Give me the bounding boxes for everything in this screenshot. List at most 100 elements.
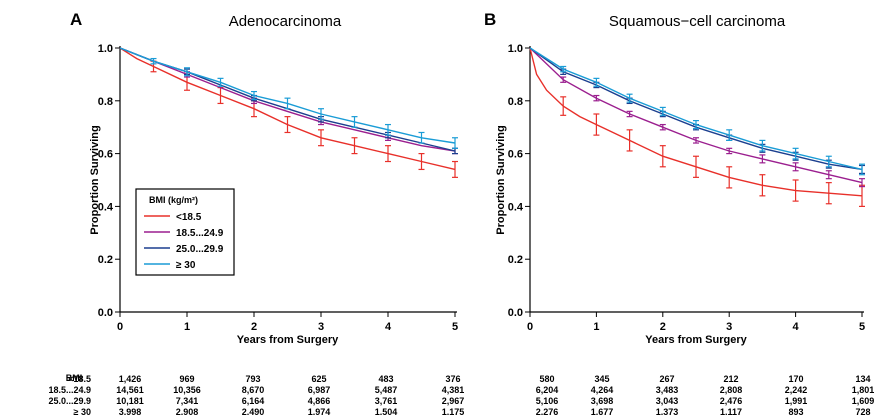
x-tick-label: 5 bbox=[859, 321, 865, 333]
x-tick-label: 0 bbox=[527, 321, 533, 333]
risk-table-cell: 3,043 bbox=[656, 396, 679, 406]
y-tick-label: 0.0 bbox=[508, 307, 523, 319]
risk-table-cell: 5,106 bbox=[536, 396, 559, 406]
risk-table-cell: 483 bbox=[378, 374, 393, 384]
legend-label: ≥ 30 bbox=[176, 260, 196, 271]
x-tick-label: 3 bbox=[726, 321, 732, 333]
panel-letter: B bbox=[484, 10, 496, 29]
risk-table-group-label: 25.0...29.9 bbox=[48, 396, 91, 406]
risk-table-cell: 3,483 bbox=[656, 385, 679, 395]
x-axis-label: Years from Surgery bbox=[645, 334, 747, 346]
risk-table-cell: 1,974 bbox=[308, 407, 331, 415]
chart-panel-a: A Adenocarcinoma 0.0 0.2 0.4 0.6 0.8 1.0 0 1 2 3 4 5 Y… bbox=[48, 10, 464, 415]
risk-table-cell: 728 bbox=[855, 407, 870, 415]
x-tick-label: 3 bbox=[318, 321, 324, 333]
risk-table-cell: 1,373 bbox=[656, 407, 679, 415]
legend: BMI (kg/m²) <18.5 18.5...24.9 25.0...29.9 ≥ … bbox=[135, 188, 235, 276]
legend-label: <18.5 bbox=[176, 212, 202, 223]
series-line-0 bbox=[119, 47, 456, 171]
x-tick-label: 2 bbox=[660, 321, 666, 333]
risk-table-cell: 8,670 bbox=[242, 385, 265, 395]
panel-letter: A bbox=[70, 10, 82, 29]
risk-table-cell: 3,698 bbox=[591, 396, 614, 406]
risk-table-cell: 212 bbox=[723, 374, 738, 384]
risk-table-cell: 1,117 bbox=[720, 407, 742, 415]
x-axis-label: Years from Surgery bbox=[237, 334, 339, 346]
risk-table-cell: 6,164 bbox=[242, 396, 265, 406]
y-axis-label: Proportion Surviving bbox=[495, 125, 507, 234]
risk-table-cell: 1,426 bbox=[119, 374, 142, 384]
risk-table-cell: 170 bbox=[788, 374, 803, 384]
risk-table-cell: 6,987 bbox=[308, 385, 331, 395]
x-tick-label: 2 bbox=[251, 321, 257, 333]
risk-table-cell: 3,761 bbox=[375, 396, 398, 406]
risk-table-header: BMI bbox=[66, 373, 83, 383]
risk-table-cell: 1,991 bbox=[785, 396, 808, 406]
risk-table-cell: 2,908 bbox=[176, 407, 199, 415]
risk-table-cell: 4,866 bbox=[308, 396, 331, 406]
risk-table-cell: 2,808 bbox=[720, 385, 743, 395]
y-tick-label: 0.2 bbox=[98, 254, 113, 266]
risk-table-cell: 2,476 bbox=[720, 396, 743, 406]
y-tick-label: 0.6 bbox=[98, 149, 113, 161]
series-line-0 bbox=[529, 47, 863, 197]
y-tick-label: 0.4 bbox=[98, 201, 114, 213]
risk-table-cell: 625 bbox=[311, 374, 326, 384]
legend-title: BMI (kg/m²) bbox=[149, 195, 198, 205]
y-axis-label: Proportion Surviving bbox=[89, 125, 101, 234]
y-tick-label: 1.0 bbox=[98, 43, 113, 55]
legend-label: 25.0...29.9 bbox=[176, 244, 224, 255]
risk-table-cell: 1,175 bbox=[442, 407, 465, 415]
x-tick-label: 1 bbox=[593, 321, 599, 333]
risk-table-group-label: <18.5 bbox=[68, 374, 91, 384]
x-tick-label: 4 bbox=[385, 321, 392, 333]
risk-table-cell: 1,504 bbox=[375, 407, 398, 415]
series-line-3 bbox=[529, 47, 863, 171]
y-tick-label: 0.6 bbox=[508, 149, 523, 161]
risk-table-cell: 2,967 bbox=[442, 396, 465, 406]
y-tick-label: 0.8 bbox=[98, 96, 113, 108]
risk-table-cell: 134 bbox=[855, 374, 870, 384]
risk-table-cell: 893 bbox=[788, 407, 803, 415]
risk-table-cell: 10,181 bbox=[116, 396, 144, 406]
y-tick-label: 0.4 bbox=[508, 201, 524, 213]
risk-table-group-label: ≥ 30 bbox=[74, 407, 91, 415]
series-line-1 bbox=[119, 47, 456, 152]
x-tick-label: 4 bbox=[793, 321, 800, 333]
chart-title: Adenocarcinoma bbox=[229, 13, 342, 30]
series-line-2 bbox=[529, 47, 863, 171]
risk-table-cell: 267 bbox=[659, 374, 674, 384]
risk-table-group-label: 18.5...24.9 bbox=[48, 385, 91, 395]
risk-table-cell: 7,341 bbox=[176, 396, 199, 406]
risk-table-cell: 580 bbox=[539, 374, 554, 384]
risk-table-cell: 1,677 bbox=[591, 407, 614, 415]
risk-table-cell: 2,242 bbox=[785, 385, 808, 395]
legend-label: 18.5...24.9 bbox=[176, 228, 224, 239]
x-tick-label: 1 bbox=[184, 321, 190, 333]
chart-panel-b: B Squamous−cell carcinoma 0.0 0.2 0.4 0.6 0.8 1… bbox=[484, 10, 874, 415]
y-tick-label: 0.0 bbox=[98, 307, 113, 319]
x-tick-label: 0 bbox=[117, 321, 123, 333]
risk-table-cell: 4,264 bbox=[591, 385, 614, 395]
chart-title: Squamous−cell carcinoma bbox=[609, 13, 786, 30]
risk-table-cell: 1,801 bbox=[852, 385, 875, 395]
risk-table-cell: 2,276 bbox=[536, 407, 559, 415]
risk-table-cell: 4,381 bbox=[442, 385, 465, 395]
risk-table-cell: 3,998 bbox=[119, 407, 142, 415]
y-tick-label: 1.0 bbox=[508, 43, 523, 55]
risk-table-cell: 345 bbox=[594, 374, 609, 384]
risk-table-cell: 14,561 bbox=[116, 385, 144, 395]
risk-table-cell: 5,487 bbox=[375, 385, 398, 395]
risk-table-cell: 969 bbox=[179, 374, 194, 384]
risk-table-cell: 793 bbox=[245, 374, 260, 384]
risk-table-cell: 1,609 bbox=[852, 396, 875, 406]
risk-table: BMI<18.518.5...24.925.0...29.9≥ 30 1,426 9… bbox=[48, 373, 464, 415]
risk-table-cell: 2,490 bbox=[242, 407, 265, 415]
risk-table-cell: 6,204 bbox=[536, 385, 559, 395]
risk-table-cell: 376 bbox=[445, 374, 460, 384]
y-tick-label: 0.8 bbox=[508, 96, 523, 108]
risk-table-cell: 10,356 bbox=[173, 385, 201, 395]
x-tick-label: 5 bbox=[452, 321, 458, 333]
